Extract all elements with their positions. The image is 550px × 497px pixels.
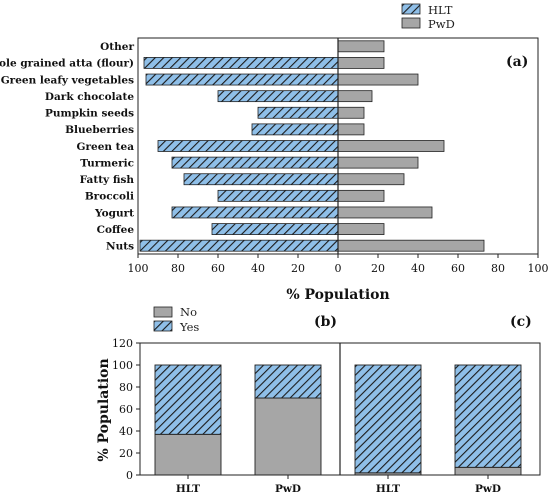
bar-hlt-blueberries <box>251 123 339 136</box>
bar-yes-hlt <box>154 364 222 435</box>
x-tick-label: 60 <box>451 262 465 275</box>
y-tick-label: 100 <box>112 359 133 372</box>
category-label-whole-grained-atta-flour: Whole grained atta (flour) <box>0 58 134 70</box>
bar-hlt-green-tea <box>157 140 339 152</box>
chart-b-panel-label: (b) <box>314 314 337 330</box>
bar-hlt-broccoli <box>217 189 339 202</box>
bar-pwd-broccoli <box>337 189 385 202</box>
legend-label-yes: Yes <box>179 320 199 334</box>
chart-c-bars <box>354 364 522 476</box>
category-label-fatty-fish: Fatty fish <box>80 174 135 186</box>
chart-b-bars <box>154 364 322 476</box>
category-label-other: Other <box>100 41 134 53</box>
bar-hlt-pumpkin-seeds <box>257 106 339 119</box>
category-label-blueberries: Blueberries <box>65 124 134 136</box>
bar-yes-hlt <box>354 364 422 474</box>
category-label-hlt: HLT <box>376 483 400 495</box>
chart-b: 0 20 40 60 80 100 120 HLT PwD % Population <box>96 337 322 495</box>
bar-pwd-other <box>337 40 385 53</box>
chart-b-category-labels: HLT PwD <box>176 475 301 495</box>
bar-no-hlt <box>154 433 222 476</box>
bar-pwd-coffee <box>337 223 385 235</box>
category-label-hlt: HLT <box>176 483 200 495</box>
x-tick-label: 20 <box>291 262 305 275</box>
chart-c: HLT PwD <box>354 364 522 495</box>
bar-pwd-blueberries <box>337 123 365 136</box>
category-label-coffee: Coffee <box>97 224 135 236</box>
legend-label-pwd: PwD <box>428 17 455 31</box>
x-tick-label: 60 <box>211 262 225 275</box>
x-tick-label: 100 <box>128 262 149 275</box>
y-tick-label: 20 <box>119 447 133 460</box>
bar-hlt-dark-chocolate <box>217 90 339 103</box>
category-label-green-tea: Green tea <box>77 141 135 153</box>
x-tick-label: 100 <box>528 262 549 275</box>
y-tick-label: 80 <box>119 381 133 394</box>
bar-yes-pwd <box>254 364 322 399</box>
bar-no-pwd <box>454 466 522 476</box>
category-label-broccoli: Broccoli <box>85 191 134 203</box>
bar-pwd-pumpkin-seeds <box>337 106 365 119</box>
bar-hlt-turmeric <box>171 156 339 169</box>
chart-b-y-axis-title: % Population <box>96 358 112 461</box>
bar-pwd-turmeric <box>337 156 419 169</box>
chart-a-legend: HLT PwD <box>401 3 455 31</box>
bar-pwd-fatty-fish <box>337 173 405 186</box>
category-label-pwd: PwD <box>275 483 301 495</box>
bar-hlt-yogurt <box>171 206 339 219</box>
bar-pwd-yogurt <box>337 206 433 219</box>
x-tick-label: 20 <box>371 262 385 275</box>
y-tick-label: 60 <box>119 403 133 416</box>
category-label-pwd: PwD <box>475 483 501 495</box>
legend-swatch-yes <box>153 320 173 332</box>
bar-hlt-green-leafy-vegetables <box>145 73 339 86</box>
chart-a-x-axis-title: % Population <box>286 287 389 303</box>
category-label-turmeric: Turmeric <box>80 157 134 169</box>
x-tick-label: 80 <box>171 262 185 275</box>
category-label-nuts: Nuts <box>106 240 134 252</box>
bar-pwd-green-leafy-vegetables <box>337 73 419 86</box>
x-tick-label: 40 <box>411 262 425 275</box>
bar-pwd-nuts <box>337 239 485 252</box>
x-tick-label: 0 <box>335 262 342 275</box>
bar-hlt-fatty-fish <box>183 173 339 186</box>
bar-no-pwd <box>254 397 322 476</box>
chart-a-bars <box>139 40 485 252</box>
category-label-dark-chocolate: Dark chocolate <box>45 91 134 103</box>
chart-a-panel-label: (a) <box>506 54 528 70</box>
legend-swatch-pwd <box>401 17 421 29</box>
bar-pwd-whole-grained-atta-flour <box>337 57 385 69</box>
chart-b-legend: No Yes <box>153 305 199 334</box>
chart-c-panel-label: (c) <box>510 314 532 330</box>
bar-yes-pwd <box>454 364 522 468</box>
category-label-green-leafy-vegetables: Green leafy vegetables <box>1 74 134 86</box>
chart-b-y-ticks: 0 20 40 60 80 100 120 <box>112 337 140 482</box>
chart-a-category-labels: Other Whole grained atta (flour) Green lea… <box>0 41 134 252</box>
bar-pwd-green-tea <box>337 140 445 152</box>
bar-pwd-dark-chocolate <box>337 90 373 103</box>
chart-a: Other Whole grained atta (flour) Green lea… <box>0 3 549 303</box>
bar-hlt-coffee <box>211 223 339 235</box>
x-tick-label: 80 <box>491 262 505 275</box>
bar-hlt-nuts <box>139 239 339 252</box>
legend-label-no: No <box>180 305 197 319</box>
y-tick-label: 40 <box>119 425 133 438</box>
category-label-pumpkin-seeds: Pumpkin seeds <box>45 108 134 120</box>
x-tick-label: 40 <box>251 262 265 275</box>
chart-c-category-labels: HLT PwD <box>376 475 501 495</box>
legend-label-hlt: HLT <box>428 3 453 17</box>
category-label-yogurt: Yogurt <box>94 207 134 219</box>
y-tick-label: 0 <box>126 469 133 482</box>
chart-a-x-ticks: 100 80 60 40 20 0 20 40 60 80 100 <box>128 254 549 275</box>
legend-swatch-hlt <box>401 3 421 15</box>
bar-hlt-whole-grained-atta-flour <box>143 57 339 69</box>
legend-swatch-no <box>153 306 173 318</box>
y-tick-label: 120 <box>112 337 133 350</box>
